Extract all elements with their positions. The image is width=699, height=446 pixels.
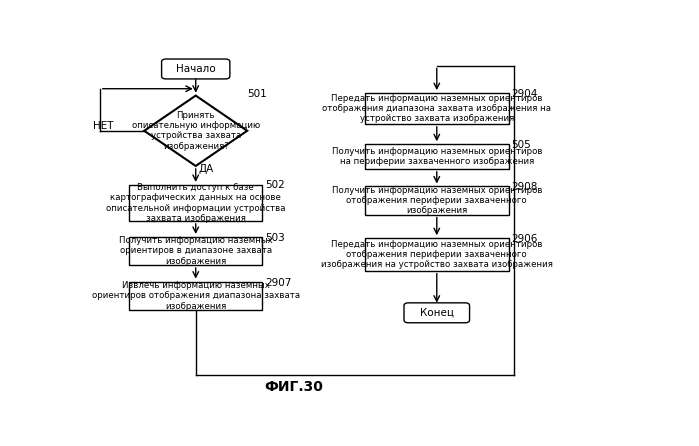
Text: 502: 502 <box>265 180 284 190</box>
Text: 2906: 2906 <box>511 234 538 244</box>
Text: Принять
описательную информацию
устройства захвата
изображения?: Принять описательную информацию устройст… <box>131 111 260 151</box>
Text: ДА: ДА <box>199 164 214 174</box>
Text: Передать информацию наземных ориентиров
отображения периферии захваченного
изобр: Передать информацию наземных ориентиров … <box>321 240 553 269</box>
Bar <box>365 238 509 271</box>
Text: 2908: 2908 <box>511 182 538 193</box>
Text: Извлечь информацию наземных
ориентиров отображения диапазона захвата
изображения: Извлечь информацию наземных ориентиров о… <box>92 281 300 310</box>
Text: Получить информацию наземных
ориентиров в диапазоне захвата
изображения: Получить информацию наземных ориентиров … <box>119 236 273 266</box>
Polygon shape <box>144 95 247 166</box>
Text: ФИГ.30: ФИГ.30 <box>264 380 323 393</box>
Text: Выполнить доступ к базе
картографических данных на основе
описательной информаци: Выполнить доступ к базе картографических… <box>106 183 285 223</box>
Text: Передать информацию наземных ориентиров
отображения диапазона захвата изображени: Передать информацию наземных ориентиров … <box>322 94 552 124</box>
Text: 501: 501 <box>247 89 267 99</box>
Text: НЕТ: НЕТ <box>93 120 113 131</box>
Bar <box>365 144 509 169</box>
Bar <box>129 237 262 265</box>
Text: 503: 503 <box>265 233 284 243</box>
Bar <box>365 93 509 124</box>
Text: Конец: Конец <box>420 308 454 318</box>
Text: Начало: Начало <box>176 64 215 74</box>
Bar <box>129 185 262 221</box>
FancyBboxPatch shape <box>404 303 470 323</box>
Text: 2904: 2904 <box>511 89 538 99</box>
Bar <box>365 186 509 215</box>
Text: Получить информацию наземных ориентиров
отображения периферии захваченного
изобр: Получить информацию наземных ориентиров … <box>331 186 542 215</box>
Text: 2907: 2907 <box>265 278 291 288</box>
FancyBboxPatch shape <box>161 59 230 79</box>
Text: 505: 505 <box>511 140 531 150</box>
Text: Получить информацию наземных ориентиров
на периферии захваченного изображения: Получить информацию наземных ориентиров … <box>331 147 542 166</box>
Bar <box>129 281 262 310</box>
